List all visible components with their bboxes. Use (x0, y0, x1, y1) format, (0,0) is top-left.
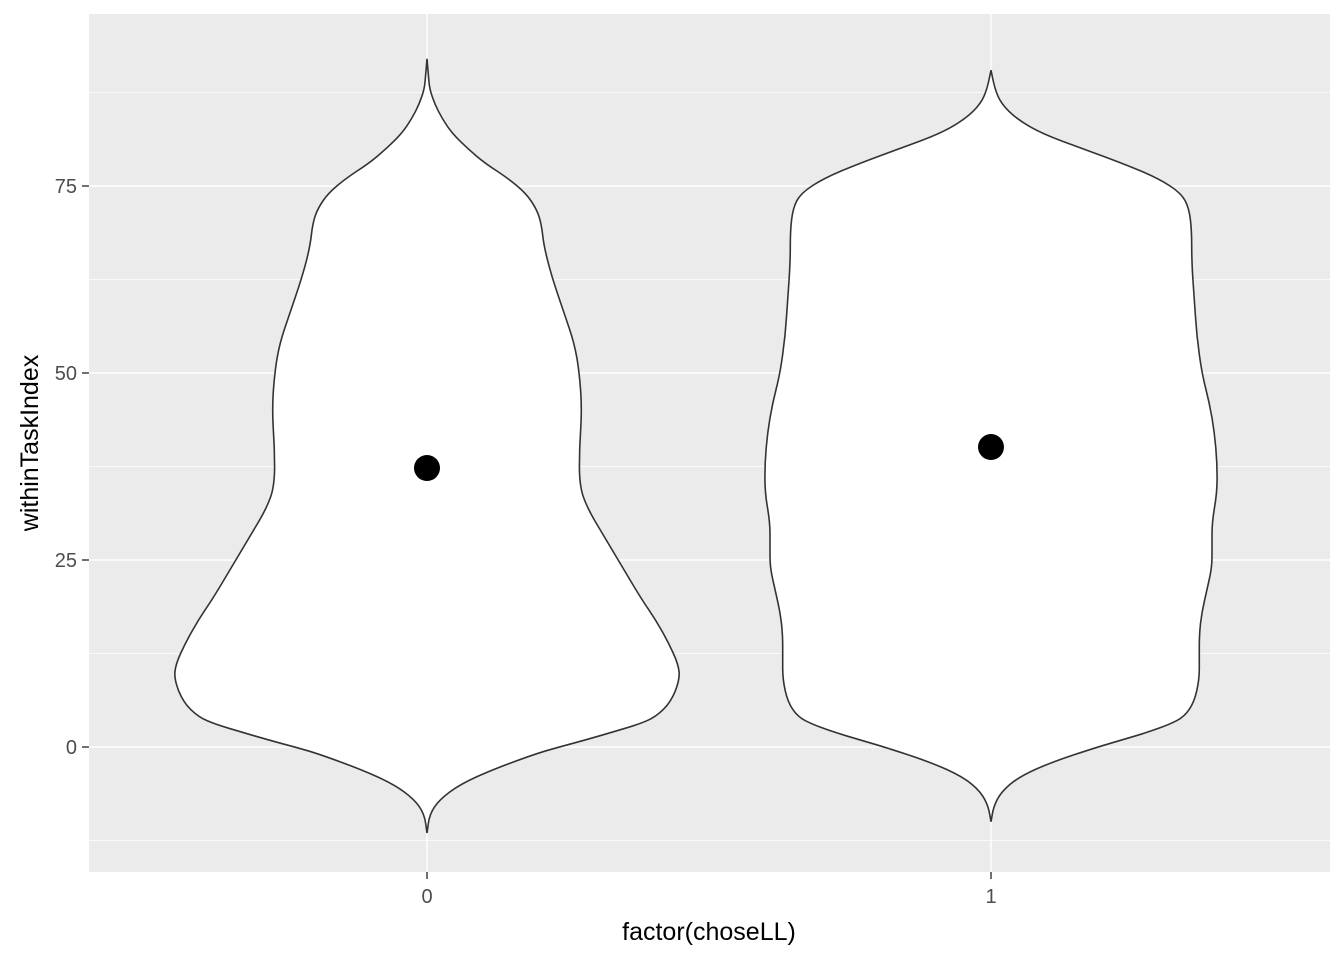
y-tick-label: 75 (55, 176, 77, 198)
y-tick-label: 25 (55, 550, 77, 572)
x-tick-label: 0 (421, 886, 432, 908)
y-axis-title: withinTaskIndex (16, 354, 44, 532)
x-axis-title: factor(choseLL) (622, 918, 796, 946)
violin-0 (174, 58, 680, 834)
y-tick-label: 0 (66, 737, 77, 759)
y-tick-label: 50 (55, 363, 77, 385)
x-tick-label: 1 (985, 886, 996, 908)
mean-point-0 (414, 454, 440, 481)
mean-points (414, 434, 1004, 481)
y-axis: 0 25 50 75 (55, 176, 89, 759)
mean-point-1 (978, 434, 1004, 461)
